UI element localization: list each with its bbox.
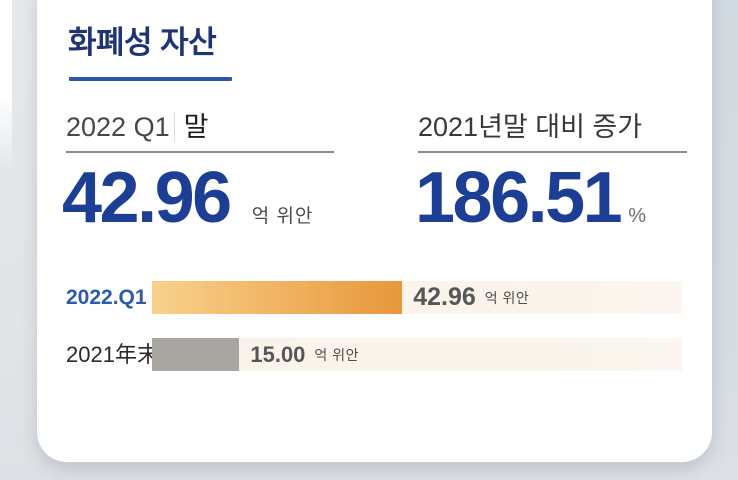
- patch-seam-line: [173, 112, 175, 142]
- bar-row: 2022.Q1 42.96 억 위안: [0, 281, 738, 314]
- bar-unit: 억 위안: [314, 346, 359, 363]
- page-right-edge-band: [711, 0, 738, 480]
- page-left-sliver: [0, 0, 12, 170]
- stat-unit: 억 위안: [251, 206, 314, 227]
- bar-unit: 억 위안: [484, 289, 530, 306]
- stat-divider-right: [418, 151, 687, 153]
- bar-fill: [152, 338, 240, 371]
- bar-value: 15.00: [250, 341, 306, 367]
- stat-period-suffix: 말: [183, 112, 209, 142]
- title-underline: [69, 77, 232, 81]
- stat-period-text: 2022 Q1: [66, 112, 170, 142]
- stat-value: 186.51: [415, 158, 623, 238]
- bar-track: 42.96 억 위안: [152, 281, 682, 314]
- stat-value-block-left: 42.96 억 위안: [62, 158, 313, 238]
- stat-value-block-right: 186.51 %: [415, 158, 647, 238]
- stat-value: 42.96: [62, 158, 232, 238]
- stat-unit-percent: %: [628, 205, 648, 227]
- bar-value: 42.96: [413, 283, 476, 311]
- bar-label: 2022.Q1: [66, 286, 147, 309]
- stat-compare-label: 2021년말 대비 증가: [418, 112, 643, 142]
- bar-track: 15.00 억 위안: [152, 338, 682, 371]
- stat-divider-left: [66, 151, 334, 153]
- page-title: 화폐성 자산: [68, 25, 217, 60]
- bar-fill: [152, 281, 403, 314]
- bar-row: 2021年末 15.00 억 위안: [0, 338, 738, 371]
- bar-label: 2021年末: [66, 342, 159, 367]
- stat-period-label: 2022 Q1 말: [66, 108, 208, 146]
